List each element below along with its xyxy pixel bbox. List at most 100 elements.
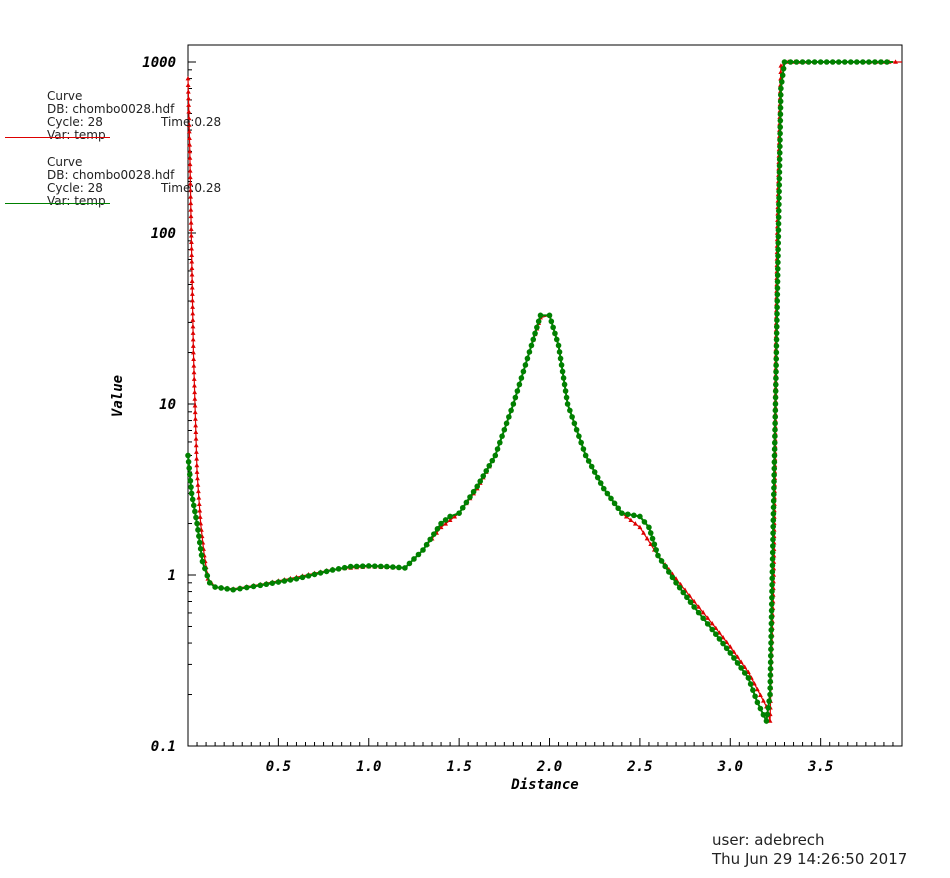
data-point <box>774 298 781 304</box>
data-point <box>653 547 659 553</box>
data-point <box>611 500 618 507</box>
x-tick-label: 3.0 <box>717 759 743 775</box>
data-point <box>772 414 779 420</box>
data-point <box>769 575 776 582</box>
data-point <box>281 578 288 584</box>
data-point <box>769 581 775 588</box>
data-point <box>775 233 782 240</box>
data-point <box>190 317 196 322</box>
data-point <box>778 85 784 92</box>
data-point <box>772 407 779 414</box>
data-point <box>561 381 568 388</box>
data-point <box>489 457 496 464</box>
data-point <box>776 156 783 163</box>
data-point <box>558 362 565 368</box>
data-point <box>202 565 208 572</box>
data-point <box>734 660 741 666</box>
data-point <box>535 318 542 325</box>
data-point <box>189 272 195 277</box>
footer-date: Thu Jun 29 14:26:50 2017 <box>712 850 908 868</box>
data-point <box>655 552 661 559</box>
legend-db: DB: chombo0028.hdf <box>47 102 175 116</box>
data-point <box>299 574 306 581</box>
data-point <box>768 646 774 653</box>
data-point <box>189 246 194 251</box>
data-point <box>772 401 779 407</box>
data-point <box>776 169 783 175</box>
y-tick-label: 10 <box>159 397 176 413</box>
data-point <box>771 472 777 478</box>
data-point <box>520 368 527 375</box>
data-point <box>447 513 453 520</box>
data-point <box>323 568 330 575</box>
data-point <box>194 456 200 461</box>
data-point <box>647 530 654 536</box>
data-point <box>777 105 784 111</box>
data-point <box>546 312 553 319</box>
data-point <box>720 640 726 647</box>
data-point <box>773 375 779 382</box>
data-point <box>522 362 529 368</box>
data-point <box>447 517 453 523</box>
data-point <box>766 698 772 704</box>
data-point <box>353 563 360 570</box>
data-point <box>269 580 276 586</box>
data-point <box>459 504 466 511</box>
data-point <box>731 655 737 661</box>
data-point <box>188 187 193 193</box>
data-point <box>317 570 324 576</box>
data-point <box>224 586 230 592</box>
data-point <box>594 474 601 481</box>
data-point <box>190 330 196 335</box>
data-point <box>773 323 780 330</box>
legend-time: Time:0.28 <box>161 115 222 129</box>
data-point <box>805 59 812 65</box>
x-tick-label: 2.5 <box>626 759 652 775</box>
data-point <box>835 59 842 65</box>
data-point <box>700 615 706 622</box>
y-tick-label: 100 <box>151 226 176 242</box>
data-point <box>770 491 777 498</box>
data-point <box>580 446 587 452</box>
data-point <box>774 304 780 311</box>
data-point <box>514 388 521 394</box>
data-point <box>666 569 672 575</box>
data-point <box>243 584 250 591</box>
data-point <box>768 620 775 627</box>
data-point <box>188 207 194 212</box>
data-point <box>684 594 690 601</box>
series-1 <box>185 59 902 723</box>
data-point <box>768 614 775 620</box>
data-point <box>480 473 487 479</box>
data-point <box>773 336 780 343</box>
data-point <box>195 475 200 481</box>
data-point <box>193 416 198 421</box>
data-point <box>771 446 778 452</box>
data-point <box>189 496 196 503</box>
data-point <box>745 675 752 681</box>
data-point <box>582 452 589 459</box>
data-point <box>772 388 779 394</box>
data-point <box>508 407 514 414</box>
data-point <box>197 514 203 519</box>
data-point <box>187 148 193 154</box>
data-point <box>777 98 784 105</box>
data-point <box>427 536 434 543</box>
data-point <box>597 480 604 486</box>
data-point <box>781 59 788 65</box>
data-point <box>632 521 638 526</box>
data-point <box>576 433 582 439</box>
legend-title: Curve <box>47 155 83 169</box>
data-point <box>557 355 564 362</box>
data-point <box>189 265 195 270</box>
data-point <box>772 394 779 401</box>
data-point <box>187 477 194 484</box>
data-point <box>506 414 512 420</box>
data-point <box>770 498 777 504</box>
data-point <box>186 95 191 101</box>
data-point <box>188 200 194 206</box>
data-point <box>817 59 824 65</box>
data-point <box>196 501 202 507</box>
data-point <box>442 517 449 523</box>
data-point <box>777 117 784 124</box>
